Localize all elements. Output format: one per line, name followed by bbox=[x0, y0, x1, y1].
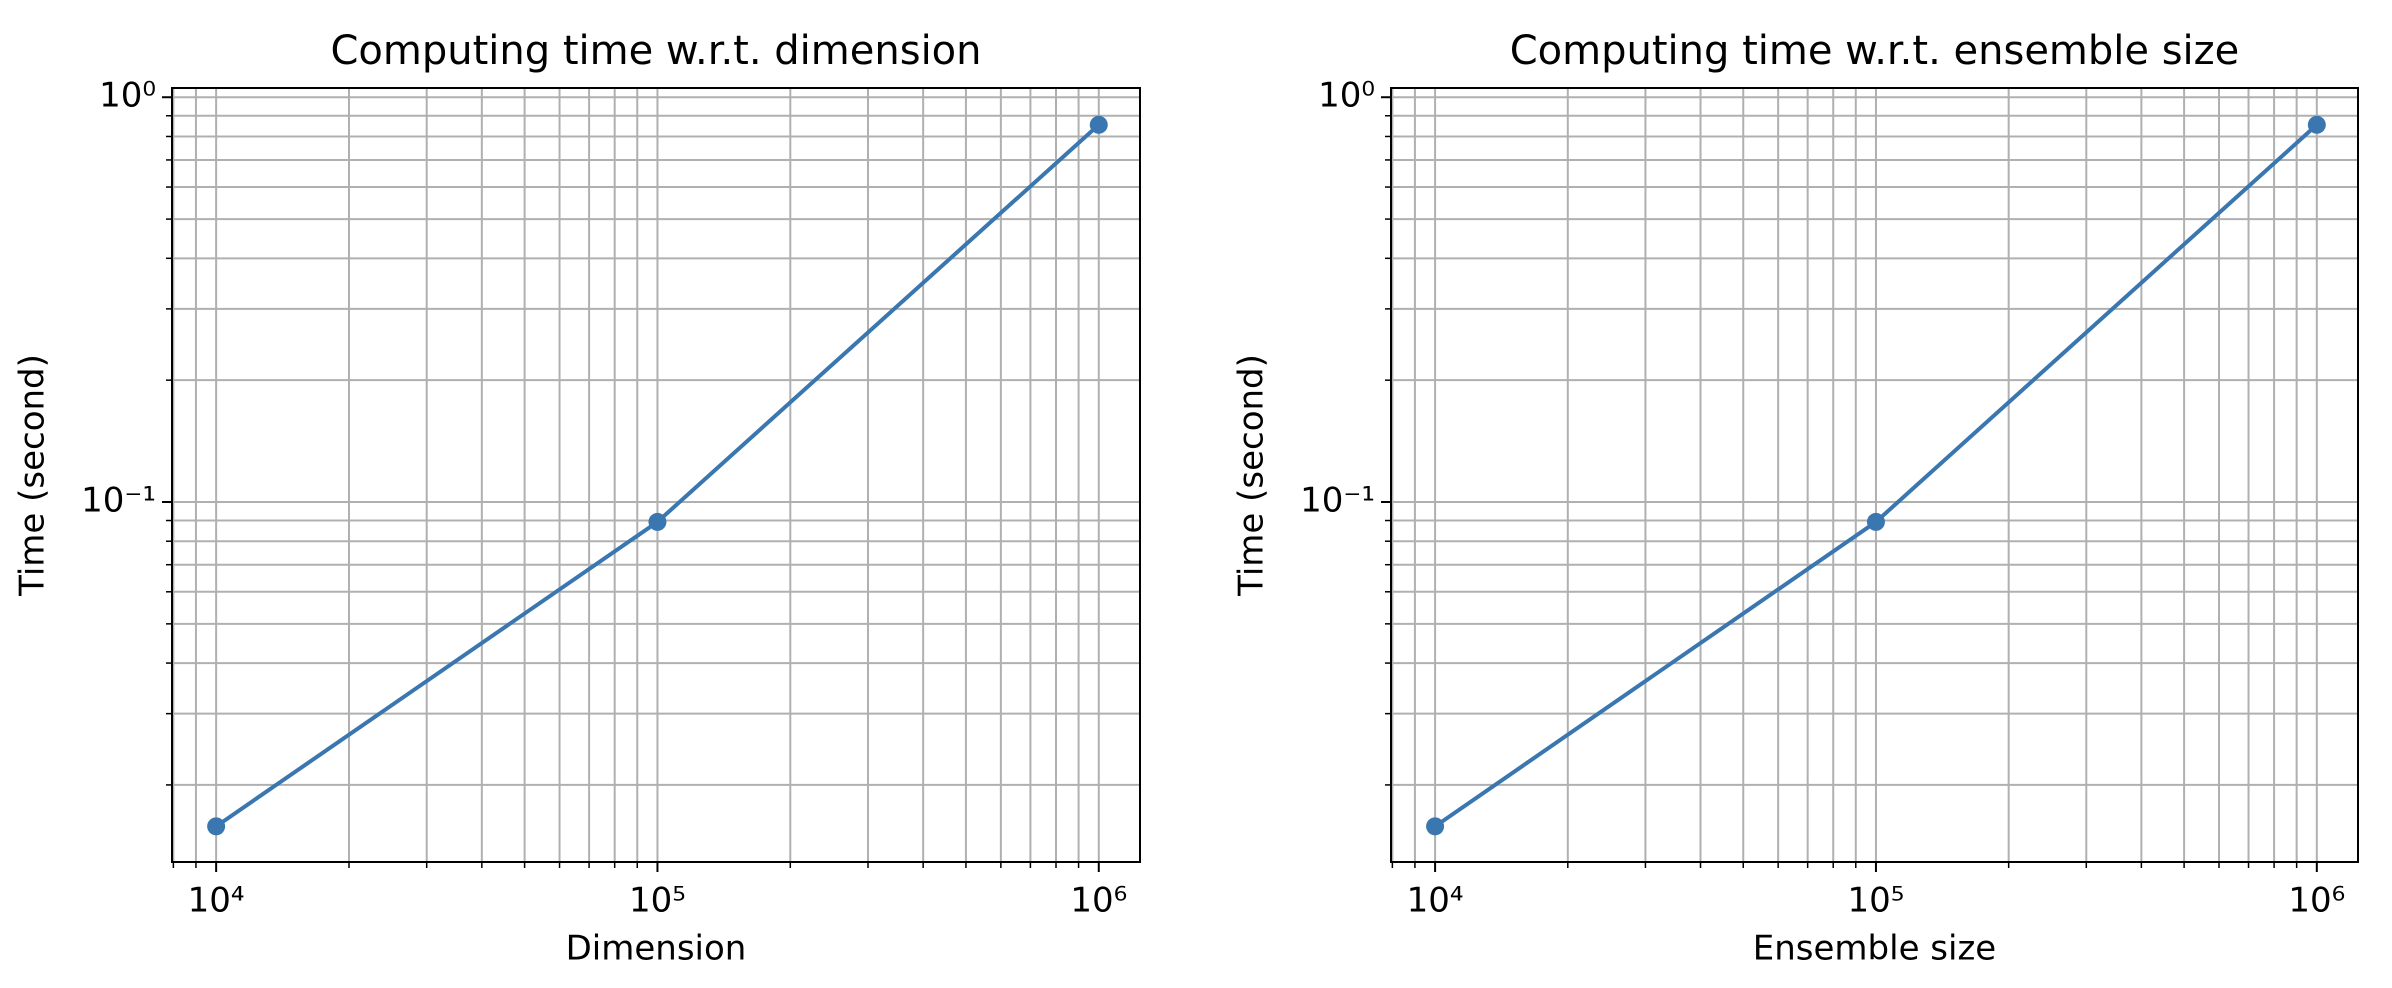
plot-frame bbox=[171, 87, 1141, 863]
chart-panel: Computing time w.r.t. ensemble size Ensem… bbox=[1232, 28, 2359, 969]
data-point bbox=[1426, 817, 1445, 836]
x-tick-label: 10⁶ bbox=[1070, 881, 1127, 921]
y-axis-label: Time (second) bbox=[13, 354, 53, 597]
x-axis-label: Dimension bbox=[566, 929, 747, 969]
y-tick-label: 10⁰ bbox=[99, 76, 156, 116]
y-tick-label: 10⁰ bbox=[1318, 76, 1375, 116]
chart-title: Computing time w.r.t. ensemble size bbox=[1510, 28, 2240, 74]
y-tick-label: 10⁻¹ bbox=[81, 481, 156, 521]
x-tick-label: 10⁵ bbox=[1848, 881, 1905, 921]
chart-title: Computing time w.r.t. dimension bbox=[330, 28, 981, 74]
plot-frame bbox=[1390, 87, 2359, 863]
x-tick-label: 10⁵ bbox=[629, 881, 686, 921]
x-tick-label: 10⁶ bbox=[2288, 881, 2345, 921]
x-tick-label: 10⁴ bbox=[188, 881, 245, 921]
data-point bbox=[648, 512, 667, 531]
y-tick-label: 10⁻¹ bbox=[1300, 481, 1375, 521]
data-point bbox=[207, 817, 226, 836]
chart-panel: Computing time w.r.t. dimension Dimension… bbox=[13, 28, 1141, 969]
data-point bbox=[1866, 512, 1885, 531]
data-point bbox=[1089, 115, 1108, 134]
x-tick-label: 10⁴ bbox=[1407, 881, 1464, 921]
y-axis-label: Time (second) bbox=[1232, 354, 1272, 597]
x-axis-label: Ensemble size bbox=[1753, 929, 1996, 969]
data-point bbox=[2307, 115, 2326, 134]
